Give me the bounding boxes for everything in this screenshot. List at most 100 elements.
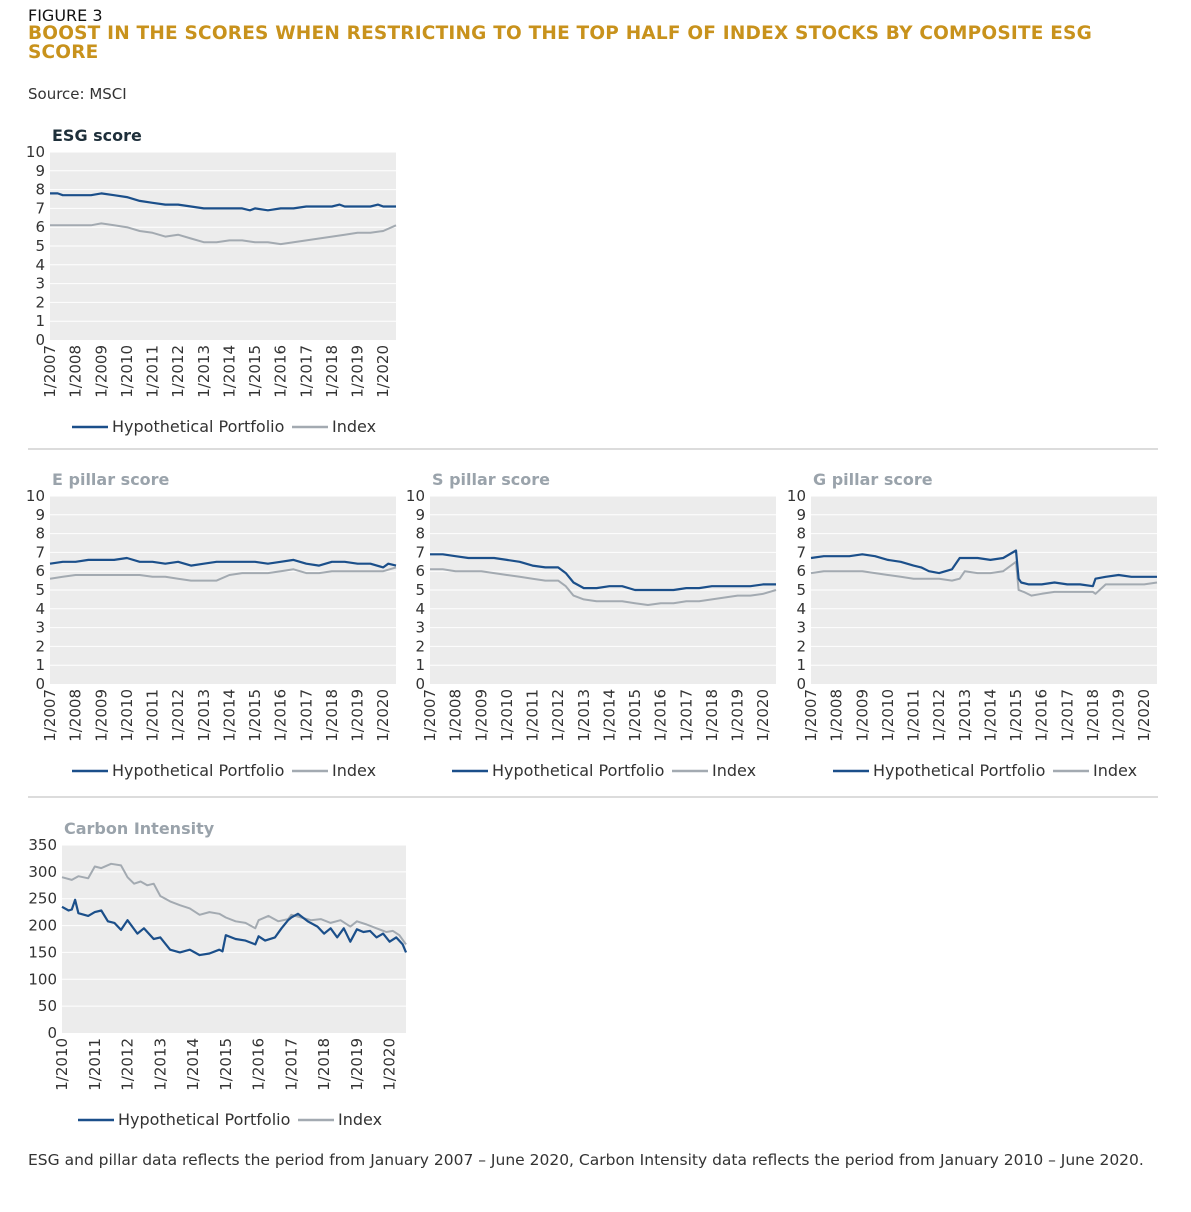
y-tick-label: 9	[35, 162, 45, 180]
y-tick-label: 6	[415, 562, 425, 580]
y-tick-label: 100	[28, 970, 57, 988]
x-tick-label: 1/2020	[754, 689, 772, 742]
y-tick-label: 3	[35, 619, 45, 637]
x-tick-label: 1/2007	[41, 345, 59, 398]
x-tick-label: 1/2010	[118, 345, 136, 398]
x-tick-label: 1/2020	[374, 689, 392, 742]
x-tick-label: 1/2013	[575, 689, 593, 742]
series-line-index	[61, 862, 407, 945]
x-tick-label: 1/2010	[53, 1038, 71, 1091]
chart-title: E pillar score	[52, 470, 170, 489]
series-line-index	[49, 566, 397, 582]
y-tick-label: 0	[35, 331, 45, 349]
x-tick-label: 1/2016	[250, 1038, 268, 1091]
x-tick-label: 1/2009	[92, 345, 110, 398]
chart-e-pillar: E pillar score 0 1 2 3 4 5 6 7 8 9 10 1/2007 1/2008 1/…	[26, 466, 418, 786]
x-tick-label: 1/2013	[151, 1038, 169, 1091]
chart-title: S pillar score	[432, 470, 550, 489]
series-line-hypothetical-portfolio	[49, 556, 397, 569]
x-tick-label: 1/2015	[246, 345, 264, 398]
x-tick-label: 1/2017	[282, 1038, 300, 1091]
x-tick-label: 1/2009	[472, 689, 490, 742]
y-tick-label: 6	[35, 562, 45, 580]
legend-label-portfolio: Hypothetical Portfolio	[112, 761, 284, 780]
x-tick-label: 1/2016	[272, 345, 290, 398]
x-tick-label: 1/2018	[315, 1038, 333, 1091]
y-tick-label: 3	[415, 619, 425, 637]
legend-label-index: Index	[712, 761, 756, 780]
chart-title: ESG score	[52, 126, 142, 145]
x-tick-label: 1/2008	[67, 345, 85, 398]
y-tick-label: 1	[35, 312, 45, 330]
x-tick-label: 1/2012	[119, 1038, 137, 1091]
y-tick-label: 5	[35, 237, 45, 255]
x-tick-label: 1/2011	[144, 689, 162, 742]
x-tick-label: 1/2017	[677, 689, 695, 742]
x-tick-label: 1/2012	[549, 689, 567, 742]
x-tick-label: 1/2018	[1084, 689, 1102, 742]
x-tick-label: 1/2011	[905, 689, 923, 742]
y-tick-label: 5	[796, 581, 806, 599]
x-tick-label: 1/2014	[184, 1038, 202, 1091]
x-tick-label: 1/2015	[1007, 689, 1025, 742]
y-tick-label: 1	[35, 656, 45, 674]
x-tick-label: 1/2020	[381, 1038, 399, 1091]
y-tick-label: 0	[415, 675, 425, 693]
y-tick-label: 5	[415, 581, 425, 599]
y-tick-label: 4	[796, 600, 806, 618]
y-tick-label: 8	[35, 181, 45, 199]
x-tick-label: 1/2012	[169, 689, 187, 742]
y-tick-label: 2	[35, 293, 45, 311]
y-tick-label: 7	[796, 543, 806, 561]
y-tick-label: 8	[796, 525, 806, 543]
y-tick-label: 10	[26, 487, 45, 505]
y-tick-label: 9	[796, 506, 806, 524]
y-tick-label: 4	[415, 600, 425, 618]
y-tick-label: 0	[796, 675, 806, 693]
x-tick-label: 1/2007	[802, 689, 820, 742]
y-tick-label: 6	[35, 218, 45, 236]
x-tick-label: 1/2011	[86, 1038, 104, 1091]
series-line-index	[810, 560, 1158, 597]
y-tick-label: 10	[26, 143, 45, 161]
y-tick-label: 7	[35, 543, 45, 561]
y-tick-label: 9	[35, 506, 45, 524]
divider	[28, 448, 1158, 450]
y-tick-label: 8	[415, 525, 425, 543]
x-tick-label: 1/2016	[652, 689, 670, 742]
y-tick-label: 200	[28, 917, 57, 935]
x-tick-label: 1/2013	[956, 689, 974, 742]
chart-title: G pillar score	[813, 470, 933, 489]
x-tick-label: 1/2007	[421, 689, 439, 742]
y-tick-label: 50	[38, 997, 57, 1015]
series-line-hypothetical-portfolio	[50, 192, 396, 212]
y-tick-label: 350	[28, 836, 57, 854]
x-tick-label: 1/2014	[220, 345, 238, 398]
footnote: ESG and pillar data reflects the period …	[28, 1151, 1144, 1169]
y-tick-label: 1	[796, 656, 806, 674]
series-line-hypothetical-portfolio	[430, 553, 776, 592]
x-tick-label: 1/2019	[348, 1038, 366, 1091]
legend-label-portfolio: Hypothetical Portfolio	[492, 761, 664, 780]
y-tick-label: 3	[796, 619, 806, 637]
x-tick-label: 1/2017	[297, 345, 315, 398]
figure-label: FIGURE 3	[28, 6, 103, 25]
legend-label-index: Index	[1093, 761, 1137, 780]
x-tick-label: 1/2012	[169, 345, 187, 398]
y-tick-label: 10	[787, 487, 806, 505]
chart-title: Carbon Intensity	[64, 819, 215, 838]
carbon-intensity-chart-svg: Carbon Intensity 0 50 100 150 200 250 300 350 1/2…	[28, 819, 408, 1129]
chart-g-pillar: G pillar score 0 1 2 3 4 5 6 7 8 9 10 1/2007 1/2008 1/…	[787, 466, 1179, 786]
y-tick-label: 2	[415, 637, 425, 655]
legend-label-portfolio: Hypothetical Portfolio	[118, 1110, 290, 1129]
chart-s-pillar: S pillar score 0 1 2 3 4 5 6 7 8 9 10 1/2007 1/2008 1/…	[406, 466, 798, 786]
x-tick-label: 1/2013	[195, 689, 213, 742]
figure-title: BOOST IN THE SCORES WHEN RESTRICTING TO …	[28, 23, 1092, 63]
x-tick-label: 1/2016	[1033, 689, 1051, 742]
legend-label-portfolio: Hypothetical Portfolio	[112, 417, 284, 436]
x-tick-label: 1/2011	[524, 689, 542, 742]
y-tick-label: 7	[35, 199, 45, 217]
